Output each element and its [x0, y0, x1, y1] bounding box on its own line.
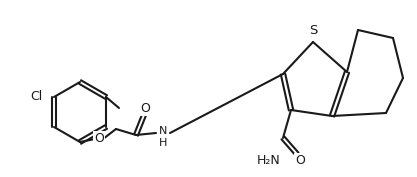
Text: O: O	[94, 133, 104, 145]
Text: S: S	[309, 24, 317, 37]
Text: O: O	[140, 101, 150, 115]
Text: O: O	[295, 155, 305, 167]
Text: N
H: N H	[159, 126, 167, 148]
Text: H₂N: H₂N	[257, 153, 281, 167]
Text: Cl: Cl	[30, 90, 42, 104]
